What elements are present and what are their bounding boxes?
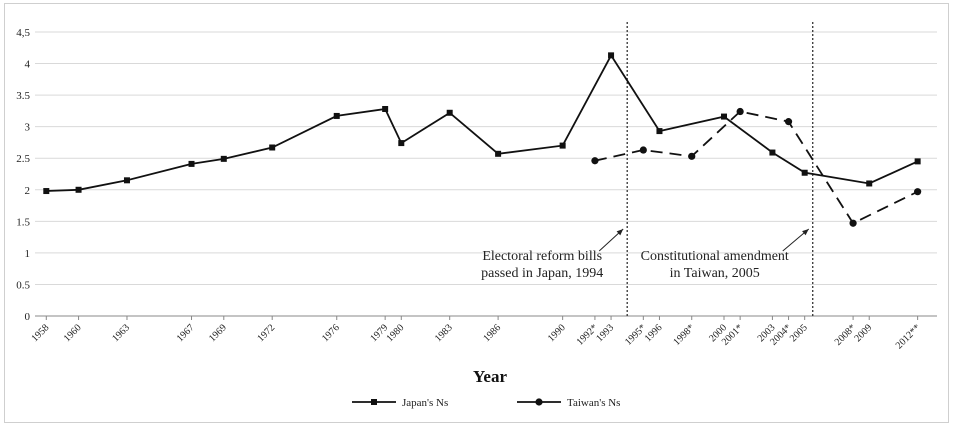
data-point xyxy=(914,188,922,196)
data-point xyxy=(43,188,50,195)
data-point xyxy=(866,180,873,187)
x-tick-label: 2005 xyxy=(788,322,810,344)
x-tick-label: 1993 xyxy=(594,322,616,344)
data-point xyxy=(382,105,389,112)
chart-frame xyxy=(4,3,949,423)
x-tick-label: 1983 xyxy=(433,322,455,344)
data-point xyxy=(914,158,921,165)
legend-item: Taiwan's Ns xyxy=(517,397,620,409)
y-axis-ticks: 0 0.5 1 1.5 2 2.5 3 3.5 4 4,5 xyxy=(16,27,30,323)
x-tick-label: 1990 xyxy=(546,322,568,344)
x-tick-label: 1963 xyxy=(110,322,132,344)
x-tick-label: 1967 xyxy=(175,322,197,344)
x-tick-label: 1960 xyxy=(62,322,84,344)
legend-label: Japan's Ns xyxy=(402,397,448,409)
arrow-head xyxy=(802,229,809,236)
y-tick-label: 2 xyxy=(25,185,31,197)
arrow-head xyxy=(616,229,624,236)
data-point xyxy=(736,107,744,116)
y-tick-label: 4,5 xyxy=(16,27,30,39)
data-point xyxy=(188,160,195,167)
x-tick-label: 1996 xyxy=(643,322,665,344)
annotation-label: Electoral reform bills xyxy=(482,249,602,264)
legend-marker xyxy=(535,398,543,406)
data-point xyxy=(269,144,276,151)
reference-lines xyxy=(626,22,814,316)
x-tick-label: 2009 xyxy=(852,322,874,344)
data-point xyxy=(656,128,663,135)
legend: Japan's Ns Taiwan's Ns xyxy=(352,397,620,409)
x-tick-label: 1980 xyxy=(384,322,406,344)
legend-item: Japan's Ns xyxy=(352,397,448,409)
data-point xyxy=(801,169,808,176)
x-axis-label: Year xyxy=(473,367,507,386)
data-point xyxy=(446,109,453,116)
annotation-label: passed in Japan, 1994 xyxy=(481,266,603,281)
data-point xyxy=(591,157,599,165)
legend-marker xyxy=(371,399,377,405)
series-line xyxy=(594,110,918,225)
x-tick-label: 1986 xyxy=(481,322,503,344)
gridlines xyxy=(35,31,937,317)
x-tick-label: 1972 xyxy=(255,322,277,344)
data-point xyxy=(608,52,615,59)
y-tick-label: 0 xyxy=(25,311,31,323)
y-tick-label: 2.5 xyxy=(16,153,30,165)
data-point xyxy=(688,152,696,160)
annotation-label: Constitutional amendment xyxy=(641,249,789,264)
series-group xyxy=(43,52,922,227)
data-point xyxy=(769,149,776,156)
y-tick-label: 1 xyxy=(25,248,31,260)
legend-label: Taiwan's Ns xyxy=(567,397,620,409)
x-tick-label: 1998* xyxy=(671,322,696,347)
data-point xyxy=(123,177,130,184)
y-tick-label: 3 xyxy=(25,122,31,134)
data-point xyxy=(398,140,405,147)
annotation-label: in Taiwan, 2005 xyxy=(670,266,760,281)
data-point xyxy=(495,150,502,157)
x-tick-label: 1969 xyxy=(207,322,229,344)
y-tick-label: 4 xyxy=(25,59,31,71)
x-tick-label: 1976 xyxy=(320,322,342,344)
data-point xyxy=(559,142,566,149)
data-point xyxy=(849,219,857,227)
data-point xyxy=(75,186,82,193)
data-point xyxy=(784,118,793,126)
data-point xyxy=(639,146,647,154)
data-point xyxy=(333,112,340,119)
x-tick-label: 2012** xyxy=(894,322,923,351)
y-tick-label: 1.5 xyxy=(16,216,30,228)
series-japan xyxy=(43,52,921,195)
annotations: Electoral reform bills passed in Japan, 1… xyxy=(481,228,810,281)
data-point xyxy=(220,155,227,162)
y-tick-label: 3.5 xyxy=(16,90,30,102)
series-taiwan xyxy=(591,107,922,227)
y-tick-label: 0.5 xyxy=(16,279,30,291)
x-tick-label: 1958 xyxy=(29,322,51,344)
data-point xyxy=(721,113,728,120)
